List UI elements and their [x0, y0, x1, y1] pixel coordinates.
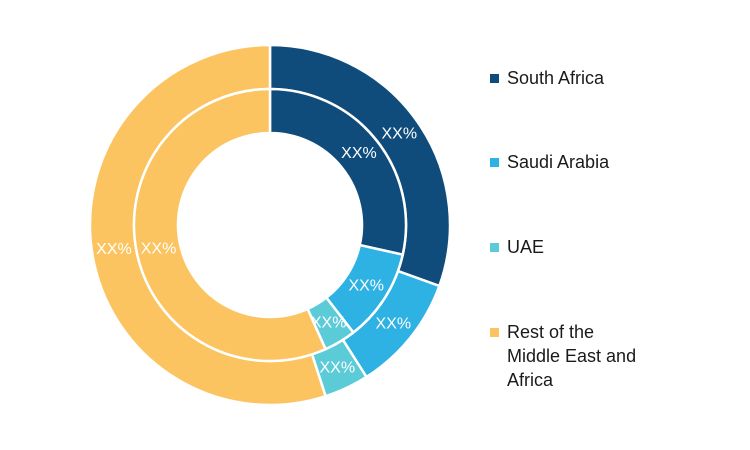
legend-label-uae: UAE	[507, 237, 545, 257]
outer-label-rest-of-mea: XX%	[96, 241, 132, 258]
legend-swatch-rest-of-mea	[490, 328, 499, 337]
legend-label-south-africa: South Africa	[507, 68, 605, 88]
inner-label-uae: XX%	[311, 314, 347, 331]
legend-item-uae: UAE	[490, 235, 647, 259]
inner-label-rest-of-mea: XX%	[141, 240, 177, 257]
legend-swatch-saudi-arabia	[490, 158, 499, 167]
legend-item-saudi-arabia: Saudi Arabia	[490, 150, 647, 174]
outer-label-uae: XX%	[319, 359, 355, 376]
inner-slice-south-africa	[268, 87, 408, 257]
legend-label-saudi-arabia: Saudi Arabia	[507, 152, 610, 172]
inner-label-saudi-arabia: XX%	[348, 278, 384, 295]
inner-label-south-africa: XX%	[341, 145, 377, 162]
legend-label-rest-of-mea: Rest of the Middle East and Africa	[507, 322, 637, 390]
legend-item-rest-of-mea: Rest of the Middle East and Africa	[490, 320, 647, 392]
outer-label-south-africa: XX%	[381, 126, 417, 143]
legend-item-south-africa: South Africa	[490, 66, 647, 90]
legend-swatch-south-africa	[490, 74, 499, 83]
outer-label-saudi-arabia: XX%	[376, 315, 412, 332]
inner-slice-rest-of-mea	[132, 87, 328, 363]
legend-swatch-uae	[490, 243, 499, 252]
